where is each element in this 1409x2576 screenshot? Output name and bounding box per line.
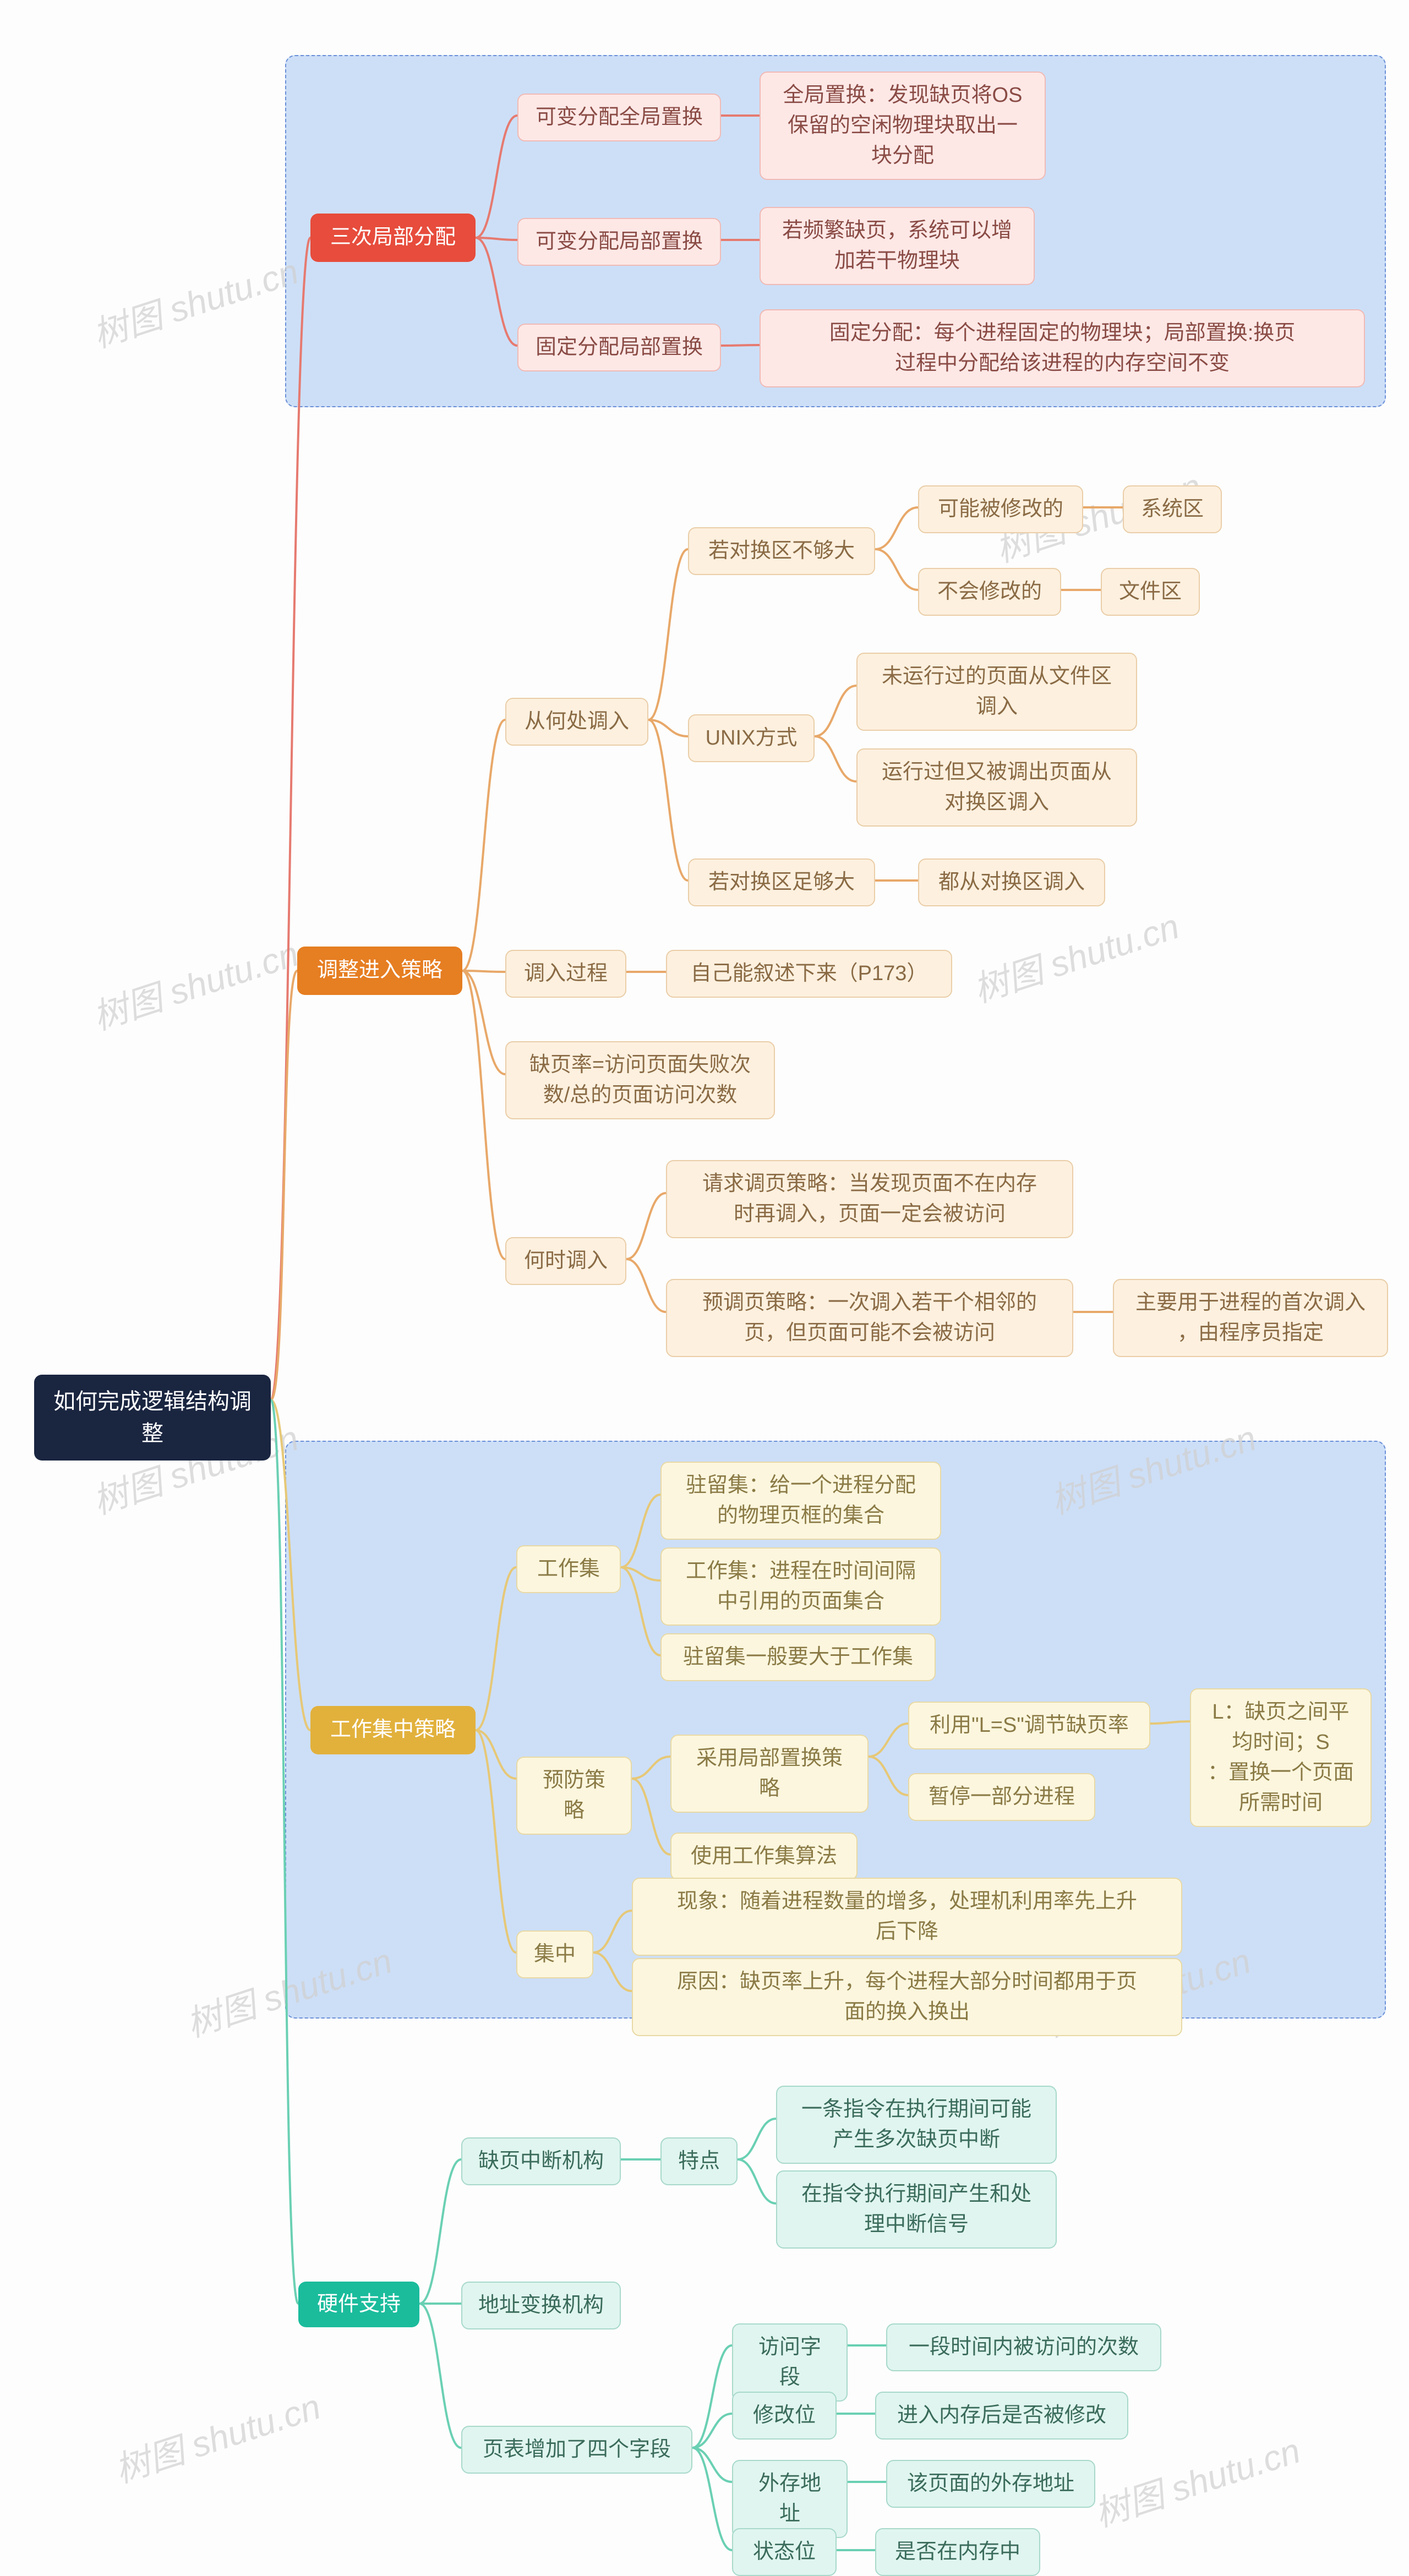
- node-o1a: 若对换区不够大: [688, 527, 875, 575]
- node-g2b: 使用工作集算法: [670, 1833, 858, 1880]
- node-t2: 地址变换机构: [461, 2282, 621, 2329]
- node-sec-red: 三次局部分配: [310, 214, 476, 262]
- node-r3: 固定分配局部置换: [517, 324, 721, 371]
- node-o4a: 请求调页策略：当发现页面不在内存 时再调入，页面一定会被访问: [666, 1160, 1073, 1238]
- node-g2a1a: L：缺页之间平均时间；S ：置换一个页面所需时间: [1190, 1688, 1372, 1827]
- node-o1a1: 可能被修改的: [918, 485, 1083, 533]
- node-o1: 从何处调入: [505, 698, 648, 746]
- node-sec-gold: 工作集中策略: [310, 1706, 476, 1754]
- node-g2a: 采用局部置换策略: [670, 1735, 869, 1813]
- node-g3b: 原因：缺页率上升，每个进程大部分时间都用于页 面的换入换出: [632, 1958, 1182, 2036]
- node-g1b: 工作集：进程在时间间隔 中引用的页面集合: [660, 1547, 941, 1626]
- node-t1: 缺页中断机构: [461, 2137, 621, 2185]
- node-t3a1: 一段时间内被访问的次数: [886, 2323, 1161, 2371]
- node-t1a: 特点: [660, 2137, 738, 2185]
- watermark-3: 树图 shutu.cn: [966, 898, 1184, 1012]
- watermark-0: 树图 shutu.cn: [85, 243, 304, 357]
- watermark-2: 树图 shutu.cn: [85, 926, 304, 1040]
- node-o4b1: 主要用于进程的首次调入 ，由程序员指定: [1113, 1279, 1388, 1357]
- node-t3a: 访问字段: [732, 2323, 848, 2402]
- node-g2a1: 利用"L=S"调节缺页率: [908, 1702, 1150, 1749]
- node-g3: 集中: [516, 1930, 593, 1978]
- node-g2: 预防策略: [516, 1757, 632, 1835]
- node-t3d: 状态位: [732, 2528, 837, 2576]
- node-t3d1: 是否在内存中: [875, 2528, 1040, 2576]
- node-o1b: UNIX方式: [688, 714, 815, 762]
- node-o1c1: 都从对换区调入: [918, 858, 1105, 906]
- node-o1a1a: 系统区: [1123, 485, 1222, 533]
- watermark-9: 树图 shutu.cn: [1087, 2422, 1306, 2536]
- node-g1a: 驻留集：给一个进程分配 的物理页框的集合: [660, 1462, 941, 1540]
- node-g3a: 现象：随着进程数量的增多，处理机利用率先上升 后下降: [632, 1878, 1182, 1956]
- node-r1: 可变分配全局置换: [517, 94, 721, 141]
- node-root: 如何完成逻辑结构调整: [34, 1375, 271, 1461]
- node-t3b: 修改位: [732, 2392, 837, 2440]
- node-r2a: 若频繁缺页，系统可以增 加若干物理块: [760, 207, 1035, 285]
- node-o2a: 自己能叙述下来（P173）: [666, 950, 952, 998]
- node-t3c1: 该页面的外存地址: [886, 2460, 1095, 2508]
- node-r1a: 全局置换：发现缺页将OS 保留的空闲物理块取出一 块分配: [760, 72, 1046, 180]
- node-g1: 工作集: [516, 1545, 621, 1593]
- node-t1a1: 一条指令在执行期间可能 产生多次缺页中断: [776, 2086, 1057, 2164]
- node-o3: 缺页率=访问页面失败次 数/总的页面访问次数: [505, 1041, 775, 1119]
- node-t3c: 外存地址: [732, 2460, 848, 2538]
- node-sec-orange: 调整进入策略: [297, 947, 462, 995]
- node-r3a: 固定分配：每个进程固定的物理块；局部置换:换页 过程中分配给该进程的内存空间不变: [760, 309, 1365, 387]
- node-o1b1: 未运行过的页面从文件区 调入: [856, 653, 1137, 731]
- node-r2: 可变分配局部置换: [517, 218, 721, 266]
- node-g2a2: 暂停一部分进程: [908, 1773, 1095, 1821]
- watermark-8: 树图 shutu.cn: [107, 2378, 326, 2492]
- node-t3b1: 进入内存后是否被修改: [875, 2392, 1128, 2440]
- node-g1c: 驻留集一般要大于工作集: [660, 1633, 936, 1681]
- node-sec-teal: 硬件支持: [298, 2282, 419, 2327]
- node-o1a2a: 文件区: [1101, 568, 1200, 616]
- node-t3: 页表增加了四个字段: [461, 2426, 692, 2474]
- node-o1c: 若对换区足够大: [688, 858, 875, 906]
- node-o1b2: 运行过但又被调出页面从 对换区调入: [856, 748, 1137, 827]
- node-o1a2: 不会修改的: [918, 568, 1061, 616]
- node-o4b: 预调页策略：一次调入若干个相邻的 页，但页面可能不会被访问: [666, 1279, 1073, 1357]
- node-o4: 何时调入: [505, 1237, 626, 1285]
- node-o2: 调入过程: [505, 950, 626, 998]
- node-t1a2: 在指令执行期间产生和处 理中断信号: [776, 2170, 1057, 2249]
